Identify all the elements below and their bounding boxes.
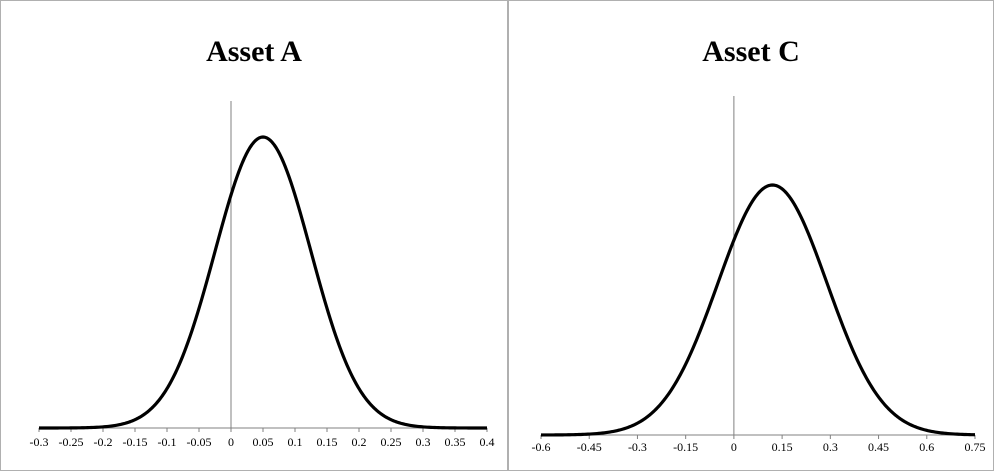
x-tick-label: 0.1 [288, 435, 303, 449]
x-tick-label: 0.3 [823, 440, 838, 454]
x-tick-label: 0.2 [352, 435, 367, 449]
x-tick-label: -0.6 [532, 440, 551, 454]
x-tick-label: -0.15 [123, 435, 148, 449]
x-tick-label: 0.15 [772, 440, 793, 454]
x-tick-label: -0.45 [577, 440, 602, 454]
x-tick-label: 0.75 [965, 440, 986, 454]
chart-plot-asset-a: -0.3 -0.25 -0.2 -0.15 -0.1 -0.05 0 0.05 0.1 0.15 0… [30, 101, 495, 449]
x-tick-label: 0.35 [445, 435, 466, 449]
x-tick-label: 0.45 [868, 440, 889, 454]
chart-plot-asset-c: -0.6 -0.45 -0.3 -0.15 0 0.15 0.3 0.45 0.6 0.75 [532, 96, 986, 454]
chart-title: Asset A [206, 35, 302, 68]
x-tick-label: -0.25 [59, 435, 84, 449]
x-tick-label: 0.05 [253, 435, 274, 449]
density-curve [39, 135, 487, 430]
x-tick-label: 0 [228, 435, 234, 449]
x-tick-label: 0.4 [480, 435, 495, 449]
chart-panel-asset-c: Asset C -0.6 -0.45 -0.3 -0.15 0 0.15 0.3 0.45 0.… [508, 0, 994, 471]
x-tick-label: -0.3 [628, 440, 647, 454]
x-tick-label: 0 [731, 440, 737, 454]
x-tick-label: 0.25 [381, 435, 402, 449]
x-tick-label: -0.1 [158, 435, 177, 449]
x-tick-label: -0.3 [30, 435, 49, 449]
chart-panel-asset-a: Asset A -0.3 -0.25 -0.2 -0.15 -0.1 -0.05 0 0.05… [0, 0, 508, 471]
x-tick-label: 0.6 [919, 440, 934, 454]
density-curve [540, 183, 976, 437]
x-tick-label: 0.3 [416, 435, 431, 449]
x-tick-label: -0.15 [673, 440, 698, 454]
x-tick-label: 0.15 [317, 435, 338, 449]
chart-title: Asset C [702, 35, 800, 68]
x-tick-label: -0.2 [94, 435, 113, 449]
x-tick-label: -0.05 [187, 435, 212, 449]
